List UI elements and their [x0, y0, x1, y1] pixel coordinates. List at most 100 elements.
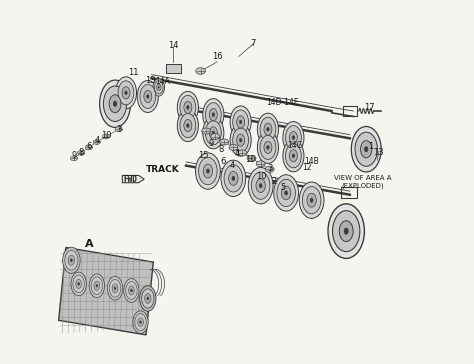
Ellipse shape: [158, 86, 159, 88]
Ellipse shape: [339, 221, 353, 242]
Text: 14A: 14A: [155, 78, 171, 86]
Text: 15: 15: [198, 151, 209, 160]
Ellipse shape: [122, 87, 130, 99]
Ellipse shape: [328, 204, 365, 258]
Text: 8: 8: [79, 148, 84, 157]
Ellipse shape: [93, 139, 100, 145]
Ellipse shape: [177, 110, 199, 142]
Ellipse shape: [333, 211, 360, 252]
Polygon shape: [59, 248, 153, 335]
Ellipse shape: [260, 135, 276, 159]
Text: 13: 13: [373, 148, 383, 157]
Text: 16: 16: [212, 52, 222, 61]
Ellipse shape: [292, 154, 295, 158]
Ellipse shape: [290, 150, 297, 162]
Ellipse shape: [137, 80, 158, 112]
Ellipse shape: [177, 91, 199, 123]
Ellipse shape: [109, 280, 121, 297]
Ellipse shape: [365, 146, 368, 152]
Ellipse shape: [283, 122, 304, 154]
Polygon shape: [122, 175, 144, 183]
Ellipse shape: [142, 289, 154, 308]
Ellipse shape: [140, 321, 141, 324]
Ellipse shape: [285, 191, 288, 195]
Ellipse shape: [184, 101, 192, 114]
Ellipse shape: [237, 134, 245, 146]
Text: A: A: [85, 239, 94, 249]
Ellipse shape: [307, 193, 316, 207]
Ellipse shape: [184, 119, 192, 132]
Ellipse shape: [267, 127, 269, 131]
Ellipse shape: [267, 146, 269, 149]
Text: 4: 4: [95, 136, 100, 145]
Ellipse shape: [277, 179, 295, 207]
Ellipse shape: [292, 136, 295, 139]
Ellipse shape: [146, 95, 149, 98]
Ellipse shape: [260, 117, 276, 141]
Ellipse shape: [137, 318, 144, 327]
Ellipse shape: [221, 160, 246, 197]
Ellipse shape: [257, 131, 279, 163]
Ellipse shape: [70, 156, 78, 161]
Ellipse shape: [156, 84, 161, 91]
Ellipse shape: [71, 272, 86, 296]
Ellipse shape: [130, 289, 132, 292]
Ellipse shape: [100, 80, 130, 127]
Ellipse shape: [224, 165, 243, 192]
Ellipse shape: [361, 141, 372, 158]
Text: 11: 11: [128, 68, 138, 77]
Ellipse shape: [115, 127, 122, 132]
Ellipse shape: [238, 150, 247, 156]
Text: 14: 14: [168, 41, 179, 50]
Text: 1: 1: [368, 142, 373, 151]
Ellipse shape: [147, 297, 149, 300]
Ellipse shape: [282, 186, 291, 200]
Ellipse shape: [232, 176, 235, 181]
Ellipse shape: [237, 116, 245, 128]
Ellipse shape: [85, 145, 92, 150]
Ellipse shape: [203, 164, 212, 178]
Ellipse shape: [233, 110, 248, 134]
Ellipse shape: [206, 169, 210, 173]
Text: 3: 3: [117, 126, 122, 134]
Ellipse shape: [145, 294, 151, 303]
Ellipse shape: [259, 183, 262, 188]
Ellipse shape: [355, 132, 377, 166]
Text: TRACK: TRACK: [146, 165, 179, 174]
Ellipse shape: [205, 121, 221, 145]
Ellipse shape: [103, 86, 127, 122]
Text: 3: 3: [267, 164, 273, 173]
Ellipse shape: [264, 123, 272, 135]
Ellipse shape: [251, 172, 270, 199]
Text: 8: 8: [219, 145, 224, 154]
Ellipse shape: [89, 274, 104, 298]
Ellipse shape: [203, 99, 224, 131]
Ellipse shape: [125, 91, 127, 95]
Ellipse shape: [344, 228, 348, 234]
Ellipse shape: [257, 113, 279, 145]
Ellipse shape: [310, 198, 313, 202]
Ellipse shape: [264, 141, 272, 154]
Text: 10: 10: [101, 131, 112, 140]
Ellipse shape: [256, 161, 265, 167]
Ellipse shape: [76, 280, 82, 288]
Ellipse shape: [220, 139, 228, 145]
Text: 6: 6: [220, 158, 226, 166]
Ellipse shape: [210, 127, 218, 139]
Ellipse shape: [290, 131, 297, 144]
Text: 4: 4: [229, 161, 235, 170]
Ellipse shape: [265, 166, 274, 172]
Ellipse shape: [108, 277, 123, 300]
Ellipse shape: [212, 113, 215, 116]
Ellipse shape: [351, 126, 381, 172]
Ellipse shape: [109, 95, 121, 113]
Ellipse shape: [73, 275, 84, 293]
Ellipse shape: [102, 134, 109, 139]
Ellipse shape: [96, 284, 98, 287]
Ellipse shape: [116, 77, 137, 109]
Text: 2: 2: [271, 178, 276, 186]
Ellipse shape: [199, 157, 217, 185]
Ellipse shape: [187, 106, 189, 109]
Text: 10: 10: [245, 155, 255, 163]
Ellipse shape: [187, 124, 189, 127]
